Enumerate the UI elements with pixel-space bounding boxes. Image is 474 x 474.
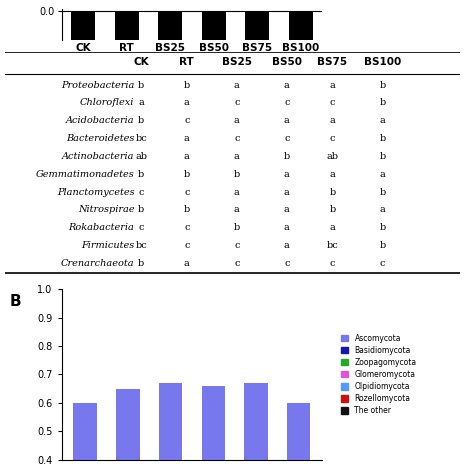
Text: bc: bc bbox=[136, 241, 147, 250]
Text: a: a bbox=[329, 116, 335, 125]
Bar bbox=[245, 11, 269, 40]
Text: CK: CK bbox=[134, 57, 149, 67]
Text: b: b bbox=[379, 223, 385, 232]
Text: b: b bbox=[138, 170, 145, 179]
Text: c: c bbox=[184, 188, 190, 197]
Text: Nitrospirae: Nitrospirae bbox=[78, 205, 135, 214]
Text: a: a bbox=[329, 81, 335, 90]
Text: BS75: BS75 bbox=[317, 57, 347, 67]
Text: c: c bbox=[184, 241, 190, 250]
Text: Rokabacteria: Rokabacteria bbox=[69, 223, 135, 232]
Text: Firmicutes: Firmicutes bbox=[81, 241, 135, 250]
Bar bbox=[158, 11, 182, 40]
Text: b: b bbox=[379, 134, 385, 143]
Bar bbox=[72, 11, 95, 40]
Text: BS100: BS100 bbox=[364, 57, 401, 67]
Bar bbox=[202, 11, 226, 40]
Text: c: c bbox=[234, 241, 239, 250]
Text: a: a bbox=[234, 81, 240, 90]
Text: c: c bbox=[329, 134, 335, 143]
Text: b: b bbox=[379, 188, 385, 197]
Text: Actinobacteria: Actinobacteria bbox=[62, 152, 135, 161]
Text: ab: ab bbox=[135, 152, 147, 161]
Text: b: b bbox=[234, 170, 240, 179]
Text: a: a bbox=[329, 223, 335, 232]
Text: b: b bbox=[379, 99, 385, 108]
Bar bbox=[73, 403, 97, 474]
Text: a: a bbox=[284, 188, 290, 197]
Bar bbox=[116, 389, 140, 474]
Text: a: a bbox=[138, 99, 144, 108]
Text: Proteobacteria: Proteobacteria bbox=[61, 81, 135, 90]
Text: a: a bbox=[380, 116, 385, 125]
Text: bc: bc bbox=[136, 134, 147, 143]
Text: a: a bbox=[234, 152, 240, 161]
Text: b: b bbox=[183, 81, 190, 90]
Text: b: b bbox=[138, 259, 145, 268]
Bar bbox=[289, 11, 312, 40]
Text: b: b bbox=[183, 205, 190, 214]
Text: a: a bbox=[284, 205, 290, 214]
Text: a: a bbox=[184, 152, 190, 161]
Text: a: a bbox=[234, 205, 240, 214]
Text: c: c bbox=[138, 223, 144, 232]
Text: c: c bbox=[284, 99, 290, 108]
Text: c: c bbox=[234, 259, 239, 268]
Text: b: b bbox=[138, 205, 145, 214]
Text: a: a bbox=[380, 205, 385, 214]
Text: b: b bbox=[183, 170, 190, 179]
Text: a: a bbox=[284, 241, 290, 250]
Text: c: c bbox=[284, 134, 290, 143]
Text: c: c bbox=[184, 223, 190, 232]
Text: c: c bbox=[329, 259, 335, 268]
Text: a: a bbox=[284, 81, 290, 90]
Text: b: b bbox=[138, 81, 145, 90]
Text: a: a bbox=[184, 99, 190, 108]
Text: b: b bbox=[379, 152, 385, 161]
Legend: Ascomycota, Basidiomycota, Zoopagomycota, Glomeromycota, Olpidiomycota, Rozellom: Ascomycota, Basidiomycota, Zoopagomycota… bbox=[339, 332, 418, 417]
Text: b: b bbox=[138, 116, 145, 125]
Bar bbox=[287, 403, 310, 474]
Text: BS25: BS25 bbox=[222, 57, 252, 67]
Text: a: a bbox=[380, 170, 385, 179]
Text: c: c bbox=[329, 99, 335, 108]
Text: Chloroflexi: Chloroflexi bbox=[80, 99, 135, 108]
Text: b: b bbox=[234, 223, 240, 232]
Text: b: b bbox=[329, 188, 336, 197]
Text: c: c bbox=[284, 259, 290, 268]
Text: a: a bbox=[284, 116, 290, 125]
Bar bbox=[115, 11, 139, 40]
Text: a: a bbox=[184, 259, 190, 268]
Text: c: c bbox=[184, 116, 190, 125]
Text: b: b bbox=[284, 152, 290, 161]
Text: b: b bbox=[329, 205, 336, 214]
Text: c: c bbox=[380, 259, 385, 268]
Text: a: a bbox=[284, 170, 290, 179]
Bar bbox=[244, 383, 268, 474]
Text: c: c bbox=[234, 99, 239, 108]
Text: b: b bbox=[379, 241, 385, 250]
Text: b: b bbox=[379, 81, 385, 90]
Text: BS50: BS50 bbox=[272, 57, 302, 67]
Text: c: c bbox=[234, 134, 239, 143]
Text: Crenarchaeota: Crenarchaeota bbox=[61, 259, 135, 268]
Text: Bacteroidetes: Bacteroidetes bbox=[66, 134, 135, 143]
Text: c: c bbox=[138, 188, 144, 197]
Text: B: B bbox=[9, 294, 21, 309]
Bar bbox=[201, 386, 225, 474]
Text: Acidobacteria: Acidobacteria bbox=[66, 116, 135, 125]
Text: bc: bc bbox=[327, 241, 338, 250]
Text: a: a bbox=[284, 223, 290, 232]
Text: a: a bbox=[329, 170, 335, 179]
Text: a: a bbox=[234, 116, 240, 125]
Text: Planctomycetes: Planctomycetes bbox=[57, 188, 135, 197]
Text: a: a bbox=[184, 134, 190, 143]
Text: ab: ab bbox=[327, 152, 338, 161]
Text: a: a bbox=[234, 188, 240, 197]
Text: Gemmatimonadetes: Gemmatimonadetes bbox=[36, 170, 135, 179]
Bar bbox=[159, 383, 182, 474]
Text: RT: RT bbox=[179, 57, 194, 67]
